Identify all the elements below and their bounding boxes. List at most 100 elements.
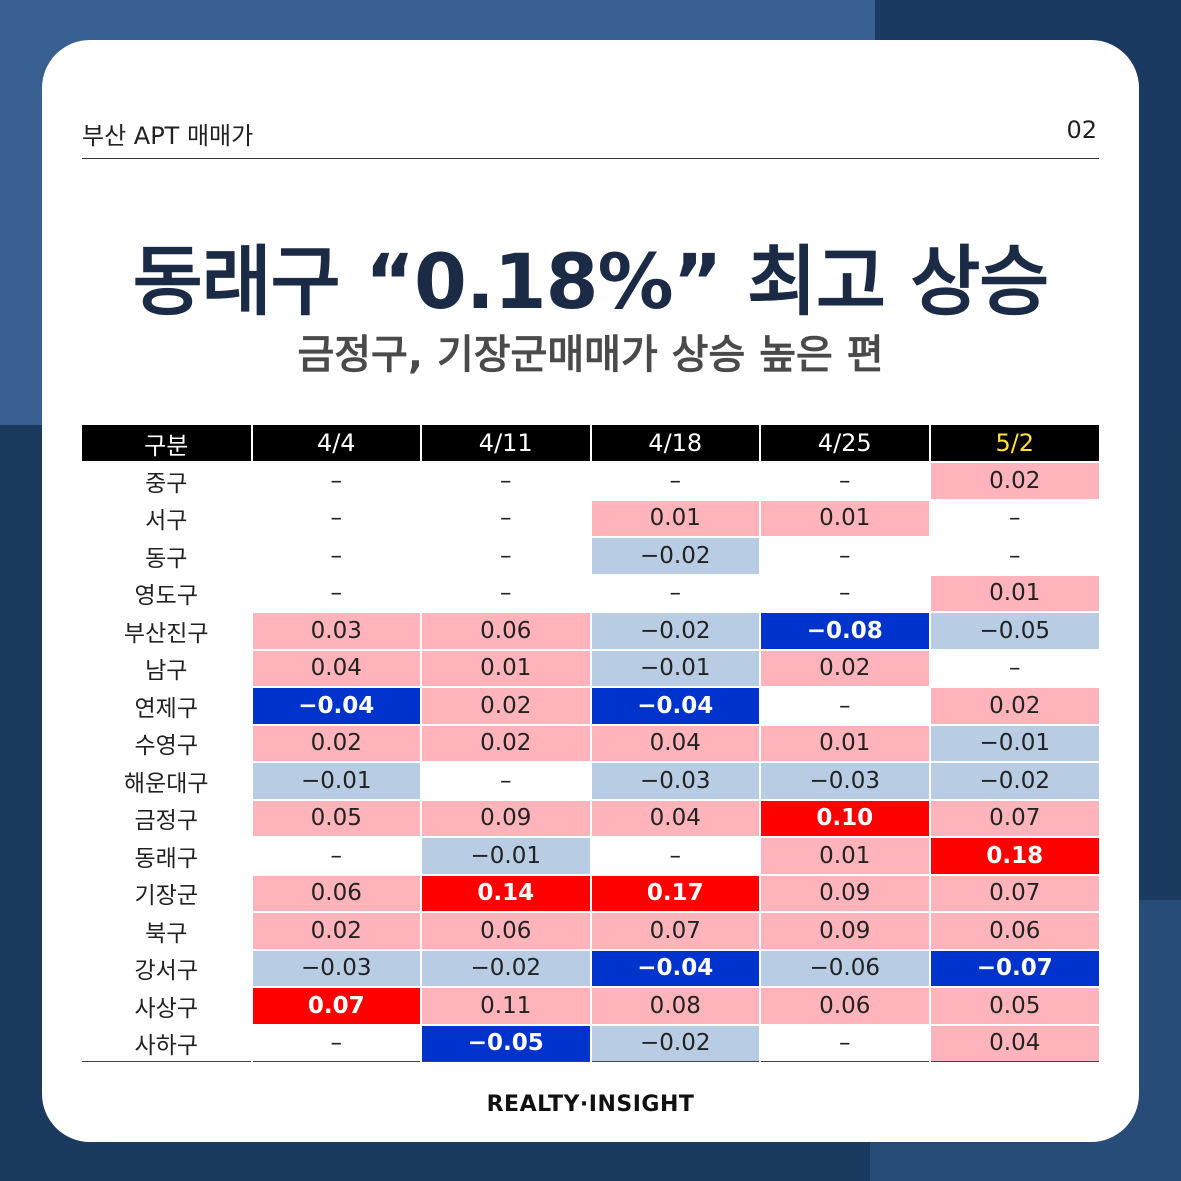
change-value-cell: −0.01 [928, 723, 1099, 762]
column-header-date: 5/2 [928, 425, 1099, 462]
change-value-cell: – [928, 648, 1099, 687]
table-row: 사상구 0.07 0.11 0.08 0.06 0.05 [82, 986, 1099, 1025]
change-value-cell: – [250, 498, 421, 537]
table-row: 사하구 – −0.05 −0.02–0.04 [82, 1023, 1099, 1062]
table-row: 수영구 0.02 0.02 0.04 0.01 −0.01 [82, 723, 1099, 762]
change-value-cell: −0.02 [420, 948, 591, 987]
header-topic: 부산 APT 매매가 [82, 122, 254, 150]
change-value-cell: – [759, 686, 930, 725]
change-value-cell: 0.07 [928, 873, 1099, 912]
change-value-cell: 0.02 [420, 723, 591, 762]
change-value-cell: – [420, 573, 591, 612]
change-value-cell: 0.14 [420, 873, 591, 912]
change-value-cell: 0.02 [250, 723, 421, 762]
change-value-cell: – [250, 1023, 421, 1062]
change-value-cell: 0.06 [420, 611, 591, 650]
district-name: 기장군 [82, 873, 252, 912]
page-title: 동래구 “0.18%” 최고 상승 [132, 237, 1049, 326]
change-value-cell: 0.07 [589, 911, 760, 950]
change-value-cell: – [420, 761, 591, 800]
change-value-cell: −0.02 [928, 761, 1099, 800]
table-row: 기장군 0.06 0.14 0.17 0.09 0.07 [82, 873, 1099, 912]
change-value-cell: – [759, 461, 930, 500]
change-value-cell: 0.07 [250, 986, 421, 1025]
change-value-cell: – [928, 536, 1099, 575]
table-row: 금정구 0.05 0.09 0.04 0.10 0.07 [82, 798, 1099, 837]
change-value-cell: 0.02 [759, 648, 930, 687]
change-value-cell: 0.01 [759, 723, 930, 762]
change-value-cell: −0.06 [759, 948, 930, 987]
district-name: 서구 [82, 498, 252, 537]
table-row: 남구 0.04 0.01 −0.01 0.02– [82, 648, 1099, 687]
brand-footer: REALTY·INSIGHT [486, 1092, 695, 1117]
change-value-cell: – [759, 536, 930, 575]
change-value-cell: 0.04 [589, 798, 760, 837]
change-value-cell: 0.07 [928, 798, 1099, 837]
table-row: 동구 – – −0.02– – [82, 536, 1099, 575]
change-value-cell: −0.02 [589, 1023, 760, 1062]
district-name: 사상구 [82, 986, 252, 1025]
change-value-cell: 0.11 [420, 986, 591, 1025]
change-value-cell: – [589, 836, 760, 875]
change-value-cell: 0.10 [759, 798, 930, 837]
district-name: 동래구 [82, 836, 252, 875]
change-value-cell: −0.08 [759, 611, 930, 650]
district-name: 강서구 [82, 948, 252, 987]
change-value-cell: 0.04 [928, 1023, 1099, 1062]
change-value-cell: 0.01 [759, 836, 930, 875]
change-value-cell: 0.02 [928, 686, 1099, 725]
change-value-cell: −0.01 [589, 648, 760, 687]
change-value-cell: – [420, 536, 591, 575]
table-row: 중구 – – – –0.02 [82, 461, 1099, 500]
district-name: 영도구 [82, 573, 252, 612]
change-value-cell: – [420, 461, 591, 500]
district-name: 해운대구 [82, 761, 252, 800]
table-row: 영도구 – – – –0.01 [82, 573, 1099, 612]
change-value-cell: −0.01 [250, 761, 421, 800]
table-row: 강서구 −0.03 −0.02 −0.04 −0.06 −0.07 [82, 948, 1099, 987]
change-value-cell: 0.09 [420, 798, 591, 837]
district-name: 금정구 [82, 798, 252, 837]
change-value-cell: 0.06 [250, 873, 421, 912]
change-value-cell: 0.06 [420, 911, 591, 950]
table-row: 해운대구 −0.01– −0.03 −0.03 −0.02 [82, 761, 1099, 800]
change-value-cell: 0.01 [759, 498, 930, 537]
change-value-cell: −0.07 [928, 948, 1099, 987]
change-value-cell: 0.09 [759, 911, 930, 950]
change-value-cell: – [250, 536, 421, 575]
change-value-cell: – [420, 498, 591, 537]
column-header-date: 4/11 [420, 425, 591, 462]
change-value-cell: −0.05 [420, 1023, 591, 1062]
change-value-cell: 0.05 [928, 986, 1099, 1025]
change-value-cell: 0.05 [250, 798, 421, 837]
column-header-district: 구분 [82, 425, 252, 462]
change-value-cell: – [759, 1023, 930, 1062]
table-body: 중구 – – – –0.02 서구 – –0.01 0.01– 동구 – – −0.02– – 영도구 – – –… [82, 461, 1099, 1062]
change-value-cell: 0.01 [928, 573, 1099, 612]
change-value-cell: 0.01 [420, 648, 591, 687]
change-value-cell: – [250, 573, 421, 612]
change-value-cell: −0.01 [420, 836, 591, 875]
change-value-cell: 0.18 [928, 836, 1099, 875]
change-value-cell: – [928, 498, 1099, 537]
district-name: 중구 [82, 461, 252, 500]
header-divider [82, 158, 1099, 159]
change-value-cell: −0.03 [589, 761, 760, 800]
change-value-cell: – [250, 836, 421, 875]
district-name: 북구 [82, 911, 252, 950]
district-name: 부산진구 [82, 611, 252, 650]
change-value-cell: – [250, 461, 421, 500]
change-value-cell: 0.17 [589, 873, 760, 912]
district-name: 사하구 [82, 1023, 252, 1062]
table-row: 부산진구 0.03 0.06 −0.02 −0.08 −0.05 [82, 611, 1099, 650]
change-value-cell: – [759, 573, 930, 612]
table-row: 동래구 – −0.01–0.01 0.18 [82, 836, 1099, 875]
change-value-cell: 0.06 [759, 986, 930, 1025]
column-header-date: 4/25 [759, 425, 930, 462]
change-value-cell: −0.03 [759, 761, 930, 800]
column-header-date: 4/4 [250, 425, 421, 462]
change-value-cell: 0.02 [420, 686, 591, 725]
page-subtitle: 금정구, 기장군매매가 상승 높은 편 [297, 332, 884, 378]
change-value-cell: 0.04 [250, 648, 421, 687]
table-header-row: 구분 4/4 4/11 4/18 4/25 5/2 [82, 425, 1099, 462]
